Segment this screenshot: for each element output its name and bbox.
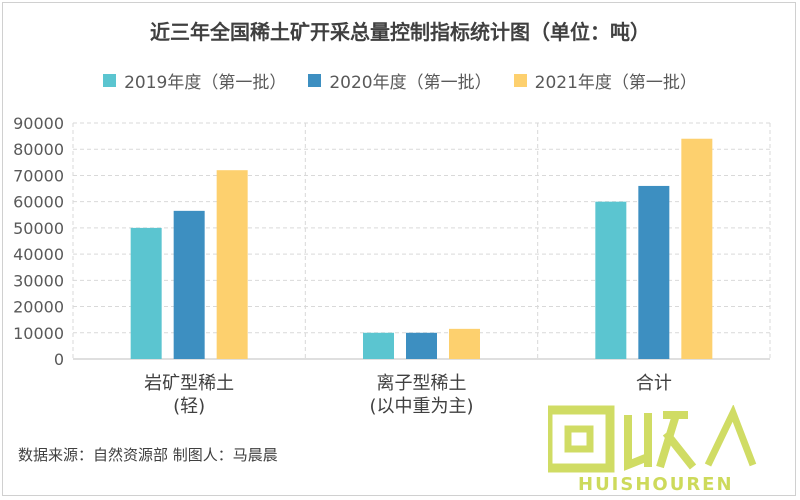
bar-chart: 0 10000 20000 30000 40000 50000 60000 70000 8000…: [13, 114, 771, 417]
y-tick-label: 90000: [13, 114, 64, 133]
y-tick-label: 20000: [13, 298, 64, 317]
y-tick-label: 10000: [13, 324, 64, 343]
y-tick-label: 60000: [13, 193, 64, 212]
legend-item-2020: 2020年度（第一批）: [308, 68, 492, 93]
bar-1-1: [130, 227, 162, 359]
huishouren-logo-watermark: [548, 405, 757, 473]
y-tick-label: 40000: [13, 245, 64, 264]
y-tick-label: 80000: [13, 140, 64, 159]
legend-label-2021: 2021年度（第一批）: [534, 73, 697, 93]
bar-3-3: [681, 138, 713, 359]
legend-item-2021: 2021年度（第一批）: [513, 68, 697, 93]
x-category-label: 离子型稀土: [377, 373, 467, 394]
legend-swatch-2021: [513, 74, 527, 87]
legend-swatch-2020: [308, 74, 322, 87]
bar-3-2: [449, 328, 480, 359]
y-tick-label: 50000: [13, 219, 64, 238]
chart-legend: 2019年度（第一批） 2020年度（第一批） 2021年度（第一批）: [0, 68, 800, 93]
source-note: 数据来源：自然资源部 制图人：马晨晨: [18, 446, 278, 464]
x-category-label: 岩矿型稀土: [144, 373, 234, 394]
bar-1-2: [363, 332, 394, 359]
bar-2-1: [173, 210, 205, 359]
bar-3-1: [216, 170, 248, 359]
bar-1-3: [595, 201, 627, 359]
bar-2-3: [638, 185, 670, 359]
y-tick-label: 30000: [13, 271, 64, 290]
x-category-label: (轻): [173, 396, 205, 417]
chart-title: 近三年全国稀土矿开采总量控制指标统计图（单位：吨）: [150, 20, 650, 44]
x-category-label: (以中重为主): [369, 396, 473, 417]
legend-item-2019: 2019年度（第一批）: [103, 68, 286, 93]
legend-swatch-2019: [103, 74, 117, 87]
y-tick-label: 0: [54, 350, 64, 369]
watermark-latin-text: HUISHOUREN: [578, 474, 734, 495]
bar-2-2: [406, 332, 437, 359]
x-category-label: 合计: [636, 373, 672, 394]
y-tick-label: 70000: [13, 166, 64, 185]
legend-label-2019: 2019年度（第一批）: [124, 73, 287, 93]
legend-label-2020: 2020年度（第一批）: [329, 73, 492, 93]
